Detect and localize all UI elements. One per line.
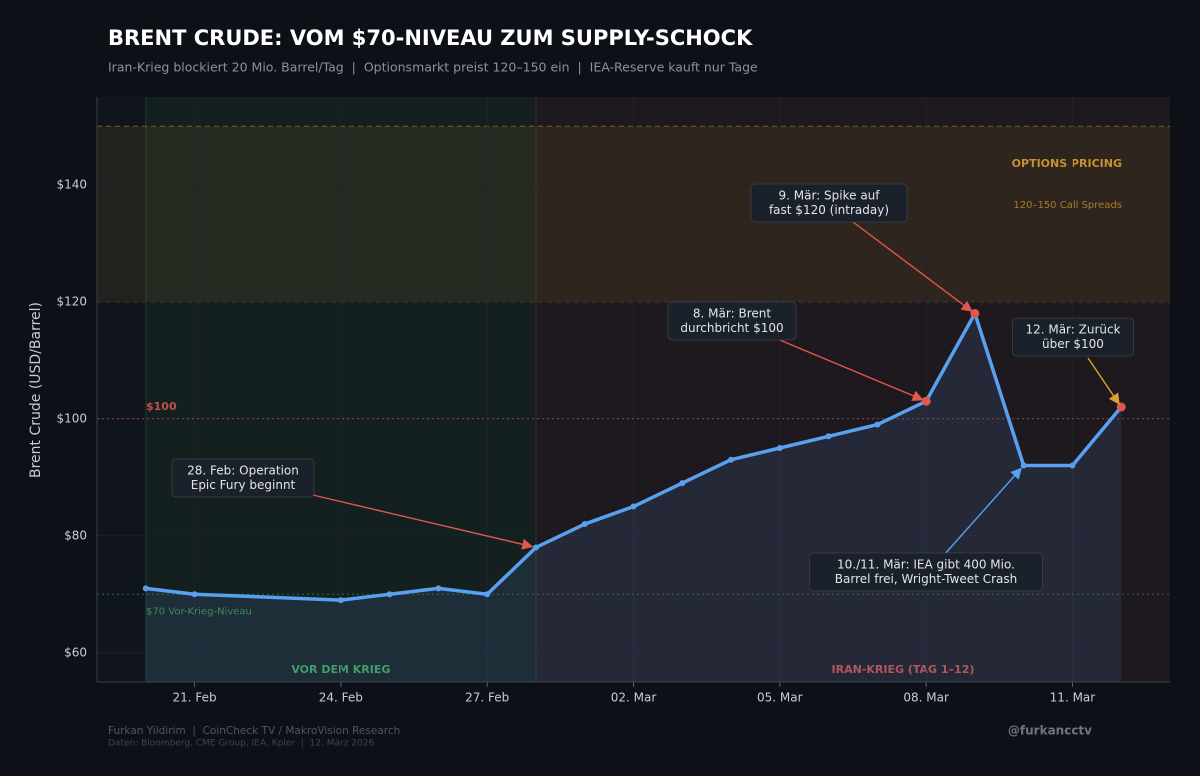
point xyxy=(874,421,881,428)
point xyxy=(435,585,442,592)
y-tick-label: $120 xyxy=(56,294,87,308)
point xyxy=(1116,402,1126,412)
point xyxy=(630,503,637,510)
annotation-text: Barrel frei, Wright-Tweet Crash xyxy=(835,572,1017,586)
annotation-arrow xyxy=(943,467,1022,556)
annotation-text: 10./11. Mär: IEA gibt 400 Mio. xyxy=(837,558,1015,572)
y-tick-label: $140 xyxy=(56,177,87,191)
annotation-text: durchbricht $100 xyxy=(680,321,783,335)
annotation-box xyxy=(667,301,797,341)
point xyxy=(825,433,832,440)
x-tick-label: 11. Mar xyxy=(1050,691,1096,705)
annotation-text: 12. Mär: Zurück xyxy=(1025,323,1120,337)
annotation-box xyxy=(1012,317,1134,357)
y-axis-label: Brent Crude (USD/Barrel) xyxy=(28,302,44,478)
footer: Furkan Yildirim | CoinCheck TV / MakroVi… xyxy=(108,725,400,737)
region-label: IRAN-KRIEG (TAG 1–12) xyxy=(832,663,975,676)
reference-label: $100 xyxy=(146,400,177,413)
point xyxy=(1020,462,1027,469)
point xyxy=(142,585,149,592)
annotation-box xyxy=(171,458,315,498)
band-sublabel: 120–150 Call Spreads xyxy=(1013,200,1122,211)
point xyxy=(1069,462,1076,469)
point xyxy=(921,396,931,406)
reference-label: $70 Vor-Krieg-Niveau xyxy=(146,606,252,617)
chart-title: BRENT CRUDE: VOM $70-NIVEAU ZUM SUPPLY-S… xyxy=(108,26,753,50)
point xyxy=(386,591,393,598)
annotation-text: über $100 xyxy=(1042,337,1104,351)
point xyxy=(679,480,686,487)
x-tick-label: 02. Mar xyxy=(611,691,657,705)
point xyxy=(532,544,539,551)
annotation-arrow xyxy=(852,221,973,312)
annotation-text: Epic Fury beginnt xyxy=(191,478,296,492)
y-tick-label: $100 xyxy=(56,411,87,425)
annotation-text: 9. Mär: Spike auf xyxy=(778,189,880,203)
annotation-text: 8. Mär: Brent xyxy=(693,307,771,321)
band-label: OPTIONS PRICING xyxy=(1012,157,1122,170)
point xyxy=(728,456,735,463)
annotation-text: fast $120 (intraday) xyxy=(769,203,889,217)
point xyxy=(581,521,588,528)
x-tick-label: 05. Mar xyxy=(757,691,803,705)
x-tick-label: 08. Mar xyxy=(903,691,949,705)
x-tick-label: 21. Feb xyxy=(172,691,216,705)
annotation-box xyxy=(809,552,1043,592)
handle: @furkancctv xyxy=(1008,724,1092,738)
plot: VOR DEM KRIEG IRAN-KRIEG (TAG 1–12)OPTION… xyxy=(56,97,1170,705)
annotation-arrow xyxy=(299,491,534,550)
annotation-box xyxy=(750,183,908,223)
annotation-text: 28. Feb: Operation xyxy=(187,464,299,478)
annotation-arrow xyxy=(774,337,924,402)
x-tick-label: 24. Feb xyxy=(319,691,363,705)
point xyxy=(337,597,344,604)
y-tick-label: $80 xyxy=(64,528,87,542)
footer: Daten: Bloomberg, CME Group, IEA, Kpler … xyxy=(108,739,374,749)
point xyxy=(776,445,783,451)
point xyxy=(484,591,491,598)
point xyxy=(191,591,198,598)
x-tick-label: 27. Feb xyxy=(465,691,509,705)
annotation-arrow xyxy=(1087,357,1120,405)
y-tick-label: $60 xyxy=(64,645,87,659)
chart-subtitle: Iran-Krieg blockiert 20 Mio. Barrel/Tag … xyxy=(108,60,758,75)
